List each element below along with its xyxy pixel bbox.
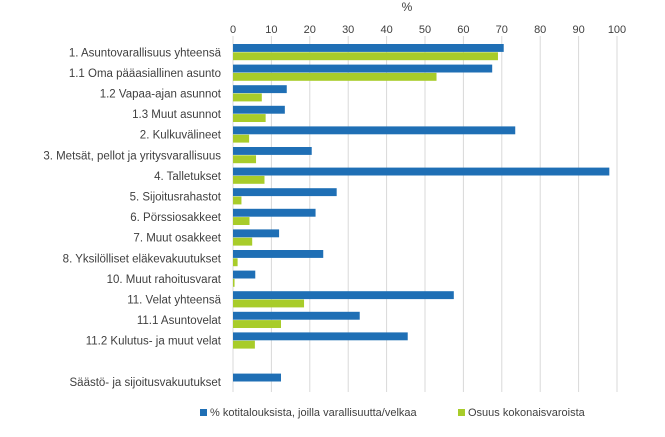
category-label-6-pörssiosakkeet: 6. Pörssiosakkeet: [130, 212, 222, 224]
x-tick-label: 50: [419, 24, 431, 36]
category-label-11-1-asuntovelat: 11.1 Asuntovelat: [137, 315, 222, 327]
bar-share-3-metsät-pellot-ja-yritysvarallisuus: [233, 155, 257, 164]
x-tick-label: 40: [380, 24, 392, 36]
bar-households-1-1-oma-pääasiallinen-asunto: [233, 64, 493, 73]
legend-swatch-series-1: [200, 409, 207, 416]
category-label-4-talletukset: 4. Talletukset: [154, 171, 222, 183]
category-label-2-kulkuvälineet: 2. Kulkuvälineet: [140, 130, 222, 142]
x-tick-label: 80: [534, 24, 546, 36]
category-label-8-yksilölliset-eläkevakuutukset: 8. Yksilölliset eläkevakuutukset: [63, 253, 222, 265]
bar-households-5-sijoitusrahastot: [233, 188, 337, 197]
bar-share-1-3-muut-asunnot: [233, 114, 266, 122]
category-label-11-2-kulutus-ja-muut-velat: 11.2 Kulutus- ja muut velat: [86, 336, 222, 348]
bar-households-11-2-kulutus-ja-muut-velat: [233, 332, 408, 341]
bar-households-11-1-asuntovelat: [233, 311, 360, 320]
x-tick-label: 70: [496, 24, 508, 36]
bar-households-1-asuntovarallisuus-yhteensä: [233, 44, 504, 52]
bar-share-1-asuntovarallisuus-yhteensä: [233, 52, 498, 61]
category-label-1-1-oma-pääasiallinen-asunto: 1.1 Oma pääasiallinen asunto: [69, 68, 221, 80]
legend-swatch-series-2: [458, 409, 465, 416]
bar-households-1-2-vapaa-ajan-asunnot: [233, 85, 287, 94]
category-label-10-muut-rahoitusvarat: 10. Muut rahoitusvarat: [107, 274, 222, 286]
category-label-5-sijoitusrahastot: 5. Sijoitusrahastot: [130, 192, 222, 204]
bars: [233, 44, 610, 382]
legend-label-series-2: Osuus kokonaisvaroista: [468, 407, 586, 419]
bar-share-1-2-vapaa-ajan-asunnot: [233, 93, 262, 102]
bar-share-4-talletukset: [233, 175, 265, 184]
bar-share-1-1-oma-pääasiallinen-asunto: [233, 72, 437, 81]
category-labels: 1. Asuntovarallisuus yhteensä 1.1 Oma pää…: [43, 47, 221, 389]
bar-share-11-1-asuntovelat: [233, 320, 281, 328]
bar-share-10-muut-rahoitusvarat: [233, 278, 235, 287]
bar-share-7-muut-osakkeet: [233, 237, 253, 246]
x-tick-label: 10: [265, 24, 277, 36]
bar-households-8-yksilölliset-eläkevakuutukset: [233, 250, 324, 258]
x-tick-label: 20: [304, 24, 316, 36]
category-label-1-asuntovarallisuus-yhteensä: 1. Asuntovarallisuus yhteensä: [69, 47, 222, 59]
bar-households-1-3-muut-asunnot: [233, 105, 285, 114]
x-tick-label: 0: [230, 24, 236, 36]
category-label-säästö-ja-sijoitusvakuutukset: Säästö- ja sijoitusvakuutukset: [70, 377, 222, 389]
category-label-1-2-vapaa-ajan-asunnot: 1.2 Vapaa-ajan asunnot: [100, 89, 222, 101]
category-label-7-muut-osakkeet: 7. Muut osakkeet: [133, 233, 221, 245]
x-tick-labels: 0 10 20 30 40 50 60 70 80 90 100: [230, 24, 626, 36]
bar-households-3-metsät-pellot-ja-yritysvarallisuus: [233, 147, 312, 155]
legend: % kotitalouksista, joilla varallisuutta/…: [200, 407, 586, 419]
bar-share-8-yksilölliset-eläkevakuutukset: [233, 258, 238, 267]
axis-title: %: [402, 0, 413, 14]
bar-share-2-kulkuvälineet: [233, 134, 250, 143]
bar-share-11-2-kulutus-ja-muut-velat: [233, 340, 255, 349]
gridlines: [232, 36, 618, 392]
bar-share-11-velat-yhteensä: [233, 299, 305, 308]
bar-share-5-sijoitusrahastot: [233, 196, 242, 205]
x-tick-label: 30: [342, 24, 354, 36]
category-label-3-metsät-pellot-ja-yritysvarallisuus: 3. Metsät, pellot ja yritysvarallisuus: [43, 150, 221, 162]
x-tick-label: 60: [457, 24, 469, 36]
x-tick-label: 100: [608, 24, 626, 36]
category-label-11-velat-yhteensä: 11. Velat yhteensä: [127, 295, 221, 307]
bar-households-10-muut-rahoitusvarat: [233, 270, 256, 279]
bar-households-säästö-ja-sijoitusvakuutukset: [233, 373, 281, 382]
x-tick-label: 90: [572, 24, 584, 36]
bar-households-11-velat-yhteensä: [233, 291, 454, 300]
category-label-1-3-muut-asunnot: 1.3 Muut asunnot: [132, 109, 222, 121]
bar-households-7-muut-osakkeet: [233, 229, 280, 238]
bar-households-2-kulkuvälineet: [233, 126, 516, 135]
legend-label-series-1: % kotitalouksista, joilla varallisuutta/…: [210, 407, 418, 419]
bar-households-6-pörssiosakkeet: [233, 208, 316, 217]
bar-households-4-talletukset: [233, 167, 610, 176]
bar-share-6-pörssiosakkeet: [233, 217, 250, 225]
